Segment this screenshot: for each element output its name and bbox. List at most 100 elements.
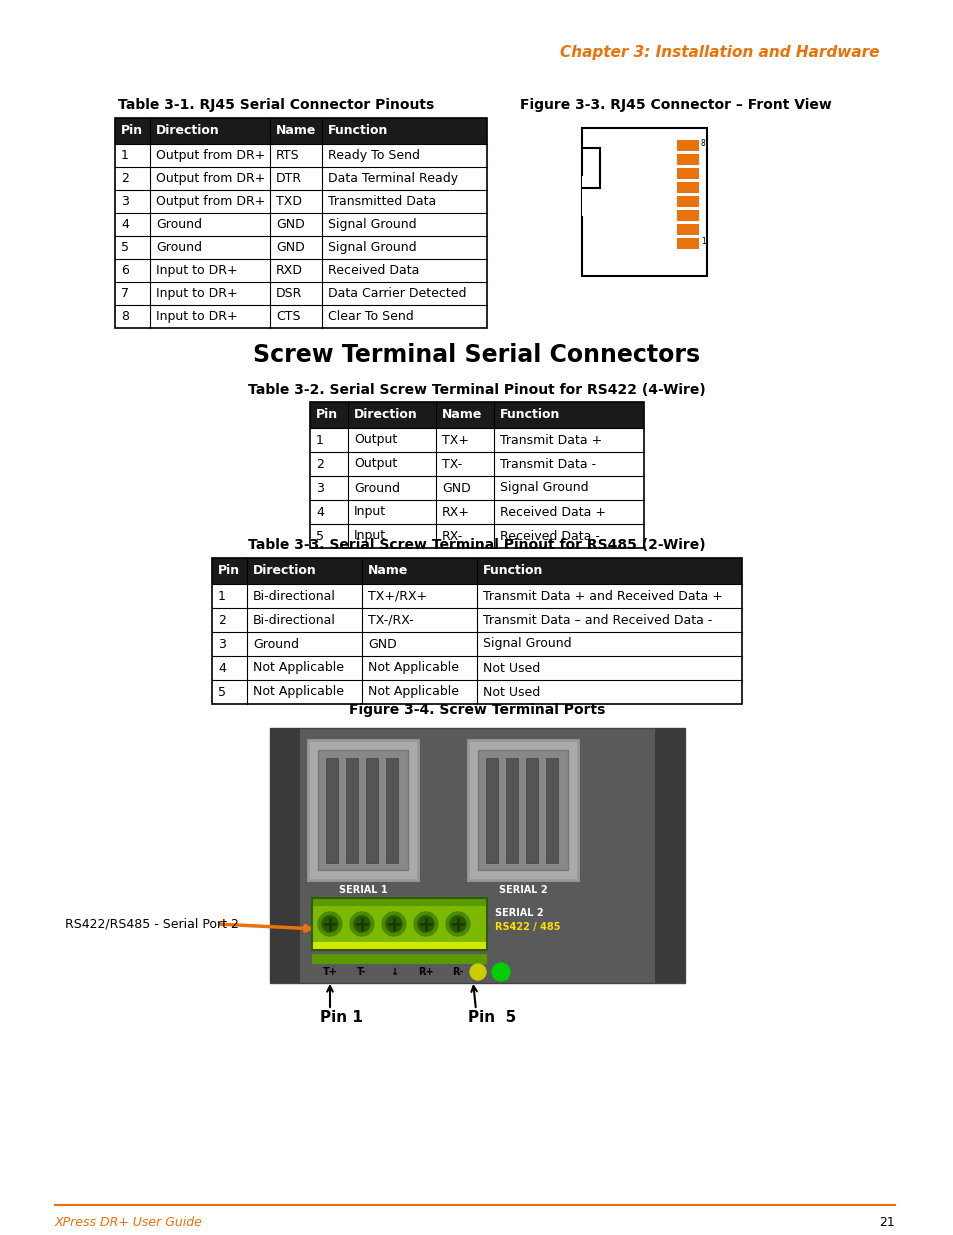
Bar <box>212 656 741 680</box>
Text: 1: 1 <box>218 589 226 603</box>
Text: Function: Function <box>499 409 559 421</box>
Circle shape <box>492 963 510 981</box>
Circle shape <box>322 916 337 932</box>
Text: Table 3-1. RJ45 Serial Connector Pinouts: Table 3-1. RJ45 Serial Connector Pinouts <box>118 98 434 112</box>
Bar <box>677 168 699 179</box>
Text: Ground: Ground <box>354 482 399 494</box>
Text: Transmit Data +: Transmit Data + <box>499 433 601 447</box>
Text: Data Terminal Ready: Data Terminal Ready <box>328 172 457 185</box>
Text: 2: 2 <box>315 457 323 471</box>
Bar <box>312 906 486 942</box>
Text: T-: T- <box>357 967 366 977</box>
Text: R+: R+ <box>417 967 434 977</box>
Text: Bi-directional: Bi-directional <box>253 589 335 603</box>
Bar <box>312 953 486 965</box>
Text: Function: Function <box>482 564 543 578</box>
Text: 6: 6 <box>121 264 129 277</box>
Text: RXD: RXD <box>275 264 303 277</box>
Bar <box>477 750 567 869</box>
Text: Transmitted Data: Transmitted Data <box>328 195 436 207</box>
Text: 3: 3 <box>315 482 323 494</box>
Text: 2: 2 <box>121 172 129 185</box>
Text: Pin: Pin <box>218 564 240 578</box>
Bar <box>115 212 486 236</box>
Bar <box>677 224 699 235</box>
Text: Output: Output <box>354 457 396 471</box>
Circle shape <box>381 911 406 936</box>
Bar <box>346 758 357 863</box>
Text: Not Applicable: Not Applicable <box>253 662 344 674</box>
Circle shape <box>414 911 437 936</box>
Text: XPress DR+ User Guide: XPress DR+ User Guide <box>55 1216 203 1230</box>
Text: RS422/RS485 - Serial Port 2: RS422/RS485 - Serial Port 2 <box>65 918 238 930</box>
Text: Table 3-3. Serial Screw Terminal Pinout for RS485 (2-Wire): Table 3-3. Serial Screw Terminal Pinout … <box>248 538 705 552</box>
Circle shape <box>450 916 465 932</box>
Bar <box>655 727 684 983</box>
Text: Direction: Direction <box>253 564 316 578</box>
Bar <box>115 119 486 144</box>
Bar <box>310 500 643 524</box>
Text: Signal Ground: Signal Ground <box>328 219 416 231</box>
Text: TX+/RX+: TX+/RX+ <box>368 589 427 603</box>
Text: 1: 1 <box>121 149 129 162</box>
Text: TXD: TXD <box>275 195 302 207</box>
Text: 1: 1 <box>700 237 705 247</box>
Circle shape <box>354 916 370 932</box>
Text: 4: 4 <box>315 505 323 519</box>
Text: Signal Ground: Signal Ground <box>499 482 588 494</box>
Text: Chapter 3: Installation and Hardware: Chapter 3: Installation and Hardware <box>560 44 879 59</box>
Bar <box>312 898 486 906</box>
Text: Input to DR+: Input to DR+ <box>156 264 237 277</box>
Text: Output from DR+: Output from DR+ <box>156 172 265 185</box>
Text: 8: 8 <box>121 310 129 324</box>
Text: Ground: Ground <box>156 219 202 231</box>
Bar <box>677 154 699 165</box>
Bar <box>677 196 699 207</box>
Bar <box>212 680 741 704</box>
Text: 2: 2 <box>218 614 226 626</box>
Text: Received Data -: Received Data - <box>499 530 599 542</box>
Bar <box>677 210 699 221</box>
Text: R-: R- <box>452 967 463 977</box>
Text: Received Data: Received Data <box>328 264 419 277</box>
Bar <box>115 236 486 259</box>
Bar <box>317 750 408 869</box>
Bar <box>386 758 397 863</box>
Bar <box>212 608 741 632</box>
Bar <box>310 524 643 548</box>
Text: Pin  5: Pin 5 <box>468 1010 516 1025</box>
Text: Data Carrier Detected: Data Carrier Detected <box>328 287 466 300</box>
Bar <box>212 558 741 584</box>
Text: Output from DR+: Output from DR+ <box>156 195 265 207</box>
Bar <box>581 128 706 275</box>
Bar <box>525 758 537 863</box>
Text: Not Applicable: Not Applicable <box>368 685 458 699</box>
Bar <box>677 140 699 151</box>
Text: Signal Ground: Signal Ground <box>482 637 571 651</box>
Text: 1: 1 <box>315 433 323 447</box>
Circle shape <box>417 916 434 932</box>
Bar <box>115 144 486 167</box>
Bar <box>115 119 486 329</box>
Bar <box>115 282 486 305</box>
Text: Pin: Pin <box>315 409 337 421</box>
Text: RX-: RX- <box>441 530 463 542</box>
Bar <box>270 727 299 983</box>
Text: Output: Output <box>354 433 396 447</box>
Text: Pin: Pin <box>121 125 143 137</box>
Bar <box>310 403 643 548</box>
Bar <box>366 758 377 863</box>
Text: SERIAL 2: SERIAL 2 <box>495 908 543 918</box>
Text: Figure 3-3. RJ45 Connector – Front View: Figure 3-3. RJ45 Connector – Front View <box>519 98 831 112</box>
Bar <box>545 758 558 863</box>
Text: Input to DR+: Input to DR+ <box>156 310 237 324</box>
Bar <box>677 182 699 193</box>
Text: 3: 3 <box>218 637 226 651</box>
Text: TX-: TX- <box>441 457 462 471</box>
Text: Table 3-2. Serial Screw Terminal Pinout for RS422 (4-Wire): Table 3-2. Serial Screw Terminal Pinout … <box>248 383 705 396</box>
Text: RS422 / 485: RS422 / 485 <box>495 923 560 932</box>
Bar <box>312 898 486 950</box>
Bar <box>270 727 684 983</box>
Text: GND: GND <box>275 219 304 231</box>
Bar <box>115 259 486 282</box>
